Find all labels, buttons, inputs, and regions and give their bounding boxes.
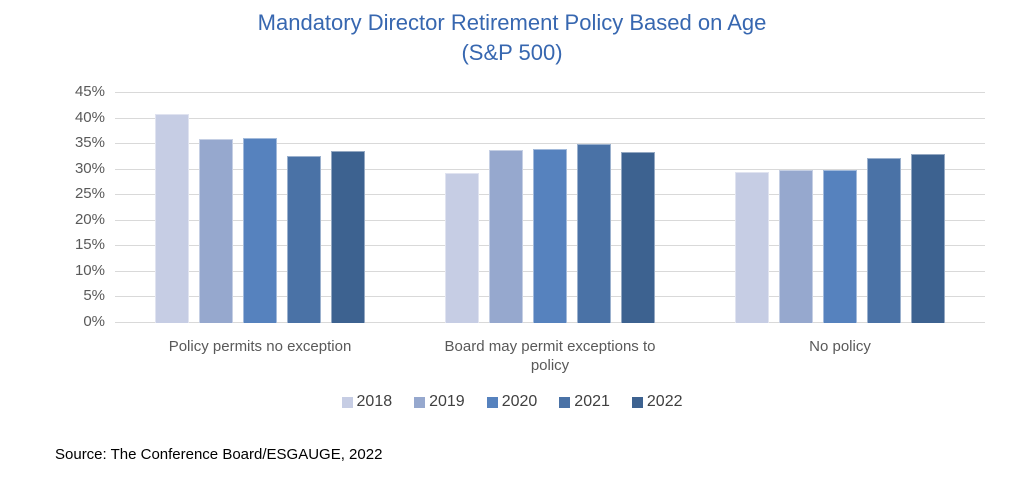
y-tick-label: 35% <box>74 134 105 152</box>
bar-2022 <box>621 152 655 323</box>
y-tick-label: 30% <box>74 159 105 177</box>
y-tick-label: 10% <box>74 261 105 279</box>
gridline <box>115 117 985 119</box>
legend-swatch-icon <box>559 396 571 408</box>
chart-title-line1: Mandatory Director Retirement Policy Bas… <box>257 10 767 35</box>
y-tick-label: 45% <box>74 83 105 100</box>
category-label: No policy <box>809 338 871 355</box>
bar-2018 <box>155 114 189 323</box>
bar-2019 <box>199 139 233 323</box>
y-tick-label: 15% <box>74 236 105 254</box>
legend-label: 2020 <box>501 393 538 410</box>
bar-2018 <box>735 171 769 323</box>
y-tick-label: 40% <box>74 108 105 126</box>
legend-item: 2022 <box>631 393 683 411</box>
y-tick-label: 0% <box>83 313 105 330</box>
legend-label: 2018 <box>356 393 393 410</box>
bar-groups <box>115 93 985 323</box>
bar-2021 <box>287 156 321 323</box>
legend-swatch-icon <box>486 396 498 408</box>
category-label: Policy permits no exception <box>168 338 352 355</box>
gridline <box>115 143 985 145</box>
y-tick-label: 20% <box>74 210 105 228</box>
y-tick-label: 25% <box>74 185 105 203</box>
category-label: Board may permit exceptions to policy <box>444 338 656 374</box>
bar-2022 <box>331 150 365 323</box>
legend-item: 2020 <box>486 393 538 411</box>
source-line: Source: The Conference Board/ESGAUGE, 20… <box>55 446 383 463</box>
legend-swatch-icon <box>341 396 353 408</box>
bar-2020 <box>823 170 857 323</box>
bar-2019 <box>489 149 523 323</box>
bar-2021 <box>867 157 901 323</box>
bar-2019 <box>779 169 813 323</box>
gridline <box>115 92 985 93</box>
category-labels: Policy permits no exception Board may per… <box>115 337 985 375</box>
legend-item: 2021 <box>559 393 610 411</box>
legend-swatch-icon <box>631 396 643 408</box>
legend-item: 2019 <box>414 393 465 411</box>
y-tick-label: 5% <box>83 287 105 305</box>
legend-label: 2021 <box>574 393 610 410</box>
bar-2018 <box>445 172 479 323</box>
bar-group <box>695 93 985 323</box>
y-axis-ticks: 45% 40% 35% 30% 25% 20% 15% 10% 5% 0% <box>0 83 105 330</box>
bar-group <box>405 93 695 323</box>
bar-group <box>115 93 405 323</box>
bar-2022 <box>911 154 945 323</box>
bar-2020 <box>243 137 277 323</box>
chart-title: Mandatory Director Retirement Policy Bas… <box>0 8 1024 68</box>
legend-item: 2018 <box>341 393 393 411</box>
bar-2020 <box>533 149 567 323</box>
legend-swatch-icon <box>414 396 426 408</box>
legend-label: 2019 <box>429 393 465 410</box>
chart-title-line2: (S&P 500) <box>461 40 563 65</box>
legend-label: 2022 <box>646 393 683 410</box>
bar-2021 <box>577 143 611 323</box>
legend: 2018 2019 2020 2021 2022 <box>0 393 1024 411</box>
plot-area <box>115 92 985 323</box>
